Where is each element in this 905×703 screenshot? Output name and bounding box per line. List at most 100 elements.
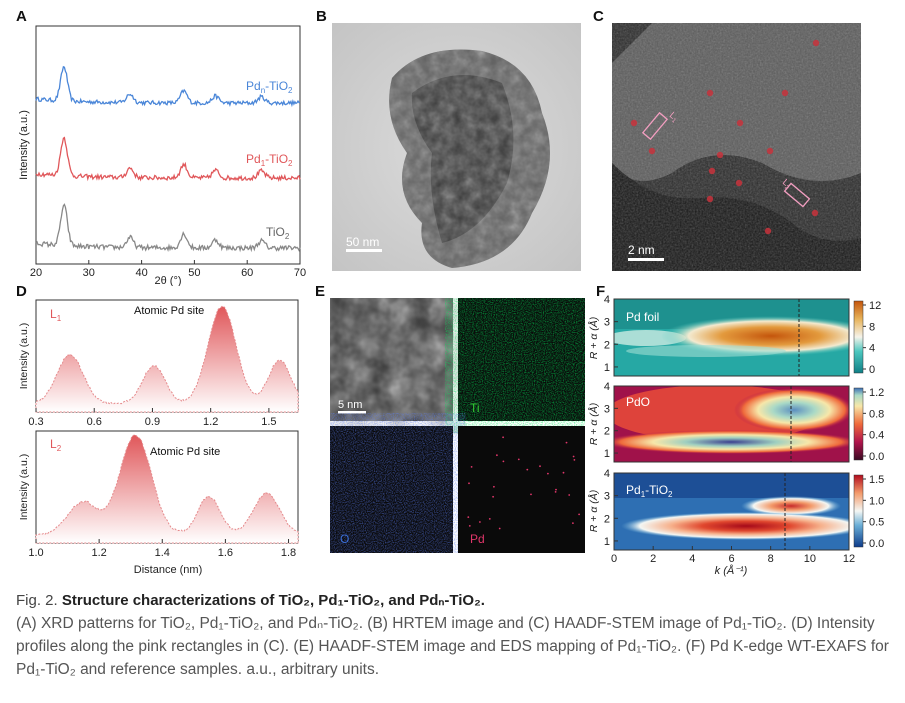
profile-tick-label: 1.2: [91, 547, 106, 559]
profile-tick-label: 0.6: [87, 416, 102, 428]
xrd-chart: 20 30 40 50 60 70 Intensity (a.u.) 2θ (°) Pdn…: [18, 25, 306, 286]
colorbar-tick-label: 0.0: [869, 538, 884, 550]
xrd-tick-label: 20: [30, 267, 42, 279]
profile-tick-label: 1.6: [218, 547, 233, 559]
wt-y-tick-label: 1: [604, 448, 610, 460]
profile-l2-annotation: Atomic Pd site: [150, 446, 220, 458]
xrd-x-ticks: 20 30 40 50 60 70: [30, 260, 306, 279]
roi-l2-label: L2: [779, 177, 794, 192]
profile-tick-label: 1.0: [28, 547, 43, 559]
profile-tick-label: 0.3: [28, 416, 43, 428]
xrd-trace-pd1: [35, 136, 301, 182]
intensity-profiles: L1 Atomic Pd site 0.3 0.6 0.9 1.2 1.5 L2 Ato…: [18, 299, 299, 576]
eds-ti-label: Ti: [470, 401, 480, 415]
roi-l1-label: L1: [666, 110, 681, 125]
caption-body: (A) XRD patterns for TiO₂, Pd₁-TiO₂, and…: [16, 615, 889, 678]
panel-label-f: F: [596, 283, 606, 300]
profile-l1-annotation: Atomic Pd site: [134, 305, 204, 317]
xrd-tick-label: 40: [135, 267, 147, 279]
wt-y-tick-label: 1: [604, 362, 610, 374]
wt-x-ticks: 0 2 4 6 8 10 12: [611, 546, 855, 565]
wt-y-tick-label: 4: [604, 381, 610, 393]
profile-l1-label: L1: [50, 307, 62, 323]
colorbar-tick-label: 0.5: [869, 517, 884, 529]
wt-y-tick-label: 4: [604, 468, 610, 480]
wt-y-tick-label: 3: [604, 491, 610, 503]
legend-pd1: Pd1-TiO2: [246, 152, 293, 168]
panel-label-b: B: [316, 8, 327, 25]
haadf-scale-label: 2 nm: [628, 243, 655, 257]
wt-y-tick-label: 2: [604, 513, 610, 525]
xrd-tick-label: 50: [188, 267, 200, 279]
profile-tick-label: 1.2: [203, 416, 218, 428]
colorbar-tick-label: 1.2: [869, 387, 884, 399]
profile-tick-label: 1.8: [281, 547, 296, 559]
profile-l2: [35, 434, 299, 544]
profile-tick-label: 0.9: [145, 416, 160, 428]
legend-pdn: Pdn-TiO2: [246, 79, 293, 95]
xrd-trace-tio2: [35, 203, 301, 253]
caption-title: Fig. 2. Structure characterizations of T…: [16, 590, 891, 612]
profile-l2-x-ticks: 1.0 1.2 1.4 1.6 1.8: [28, 539, 296, 559]
xrd-trace-pdn: [35, 65, 301, 108]
eds-scale-label: 5 nm: [338, 399, 362, 411]
wt-y-tick-label: 4: [604, 294, 610, 306]
colorbar-tick-label: 4: [869, 343, 875, 355]
colorbar-ticks: 12 8 4 0 1.2 0.8 0.4 0.0 1.5 1.0 0.5 0.0: [863, 300, 884, 550]
eds-pd-dots: [467, 436, 580, 530]
profile-y-label-bottom: Intensity (a.u.): [18, 454, 30, 521]
wt-x-tick-label: 12: [843, 553, 855, 565]
hrtem-image: 50 nm: [332, 23, 581, 271]
wt-y-tick-label: 1: [604, 536, 610, 548]
panel-label-d: D: [16, 283, 27, 300]
colorbar-tick-label: 0: [869, 364, 875, 376]
panel-label-c: C: [593, 8, 604, 25]
figure-caption: Fig. 2. Structure characterizations of T…: [16, 590, 891, 681]
xrd-tick-label: 70: [294, 267, 306, 279]
eds-mapping: 5 nm Ti O Pd: [330, 298, 585, 553]
xrd-y-label: Intensity (a.u.): [18, 110, 30, 180]
wt-map2-title: PdO: [626, 395, 650, 409]
profile-tick-label: 1.5: [261, 416, 276, 428]
wt-x-tick-label: 6: [728, 553, 734, 565]
legend-tio2: TiO2: [266, 225, 290, 241]
xrd-x-label: 2θ (°): [154, 275, 181, 286]
colorbar-tick-label: 1.0: [869, 495, 884, 507]
caption-fig-number: Fig. 2.: [16, 592, 58, 609]
caption-heading: Structure characterizations of TiO₂, Pd₁…: [61, 592, 485, 609]
colorbar-tick-label: 0.4: [869, 430, 884, 442]
wt-x-tick-label: 2: [650, 553, 656, 565]
colorbar-tick-label: 0.0: [869, 451, 884, 463]
wt-x-tick-label: 8: [768, 553, 774, 565]
wt-y-label-2: R + α (Å): [587, 403, 600, 445]
wt-y-ticks: 1 2 3 4 1 2 3 4 1 2 3 4: [604, 294, 618, 548]
colorbar-tick-label: 0.8: [869, 408, 884, 420]
wt-y-tick-label: 3: [604, 317, 610, 329]
profile-x-label: Distance (nm): [134, 564, 202, 576]
xrd-tick-label: 30: [83, 267, 95, 279]
eds-o-label: O: [340, 532, 349, 546]
profile-l1-x-ticks: 0.3 0.6 0.9 1.2 1.5: [28, 408, 277, 428]
wt-map1-title: Pd foil: [626, 310, 659, 324]
wt-y-label-3: R + α (Å): [587, 490, 600, 532]
haadf-image: L1 L2 2 nm: [612, 23, 861, 271]
profile-tick-label: 1.4: [155, 547, 170, 559]
profile-l2-label: L2: [50, 437, 62, 453]
colorbar-tick-label: 1.5: [869, 474, 884, 486]
colorbar-tick-label: 8: [869, 321, 875, 333]
wt-x-tick-label: 4: [689, 553, 695, 565]
profile-l1: [35, 305, 299, 413]
wt-x-label: k (Å⁻¹): [715, 564, 748, 577]
colorbar-tick-label: 12: [869, 300, 881, 312]
wt-map3-title: Pd1-TiO2: [626, 483, 673, 499]
pd-atom-markers: [630, 39, 820, 235]
wt-x-tick-label: 10: [804, 553, 816, 565]
panel-label-e: E: [315, 283, 326, 300]
profile-y-label-top: Intensity (a.u.): [18, 323, 30, 390]
wt-x-tick-label: 0: [611, 553, 617, 565]
wt-y-label-1: R + α (Å): [587, 317, 600, 359]
wt-y-tick-label: 2: [604, 426, 610, 438]
hrtem-scale-label: 50 nm: [346, 235, 379, 249]
panel-label-a: A: [16, 8, 27, 25]
wt-y-tick-label: 2: [604, 339, 610, 351]
